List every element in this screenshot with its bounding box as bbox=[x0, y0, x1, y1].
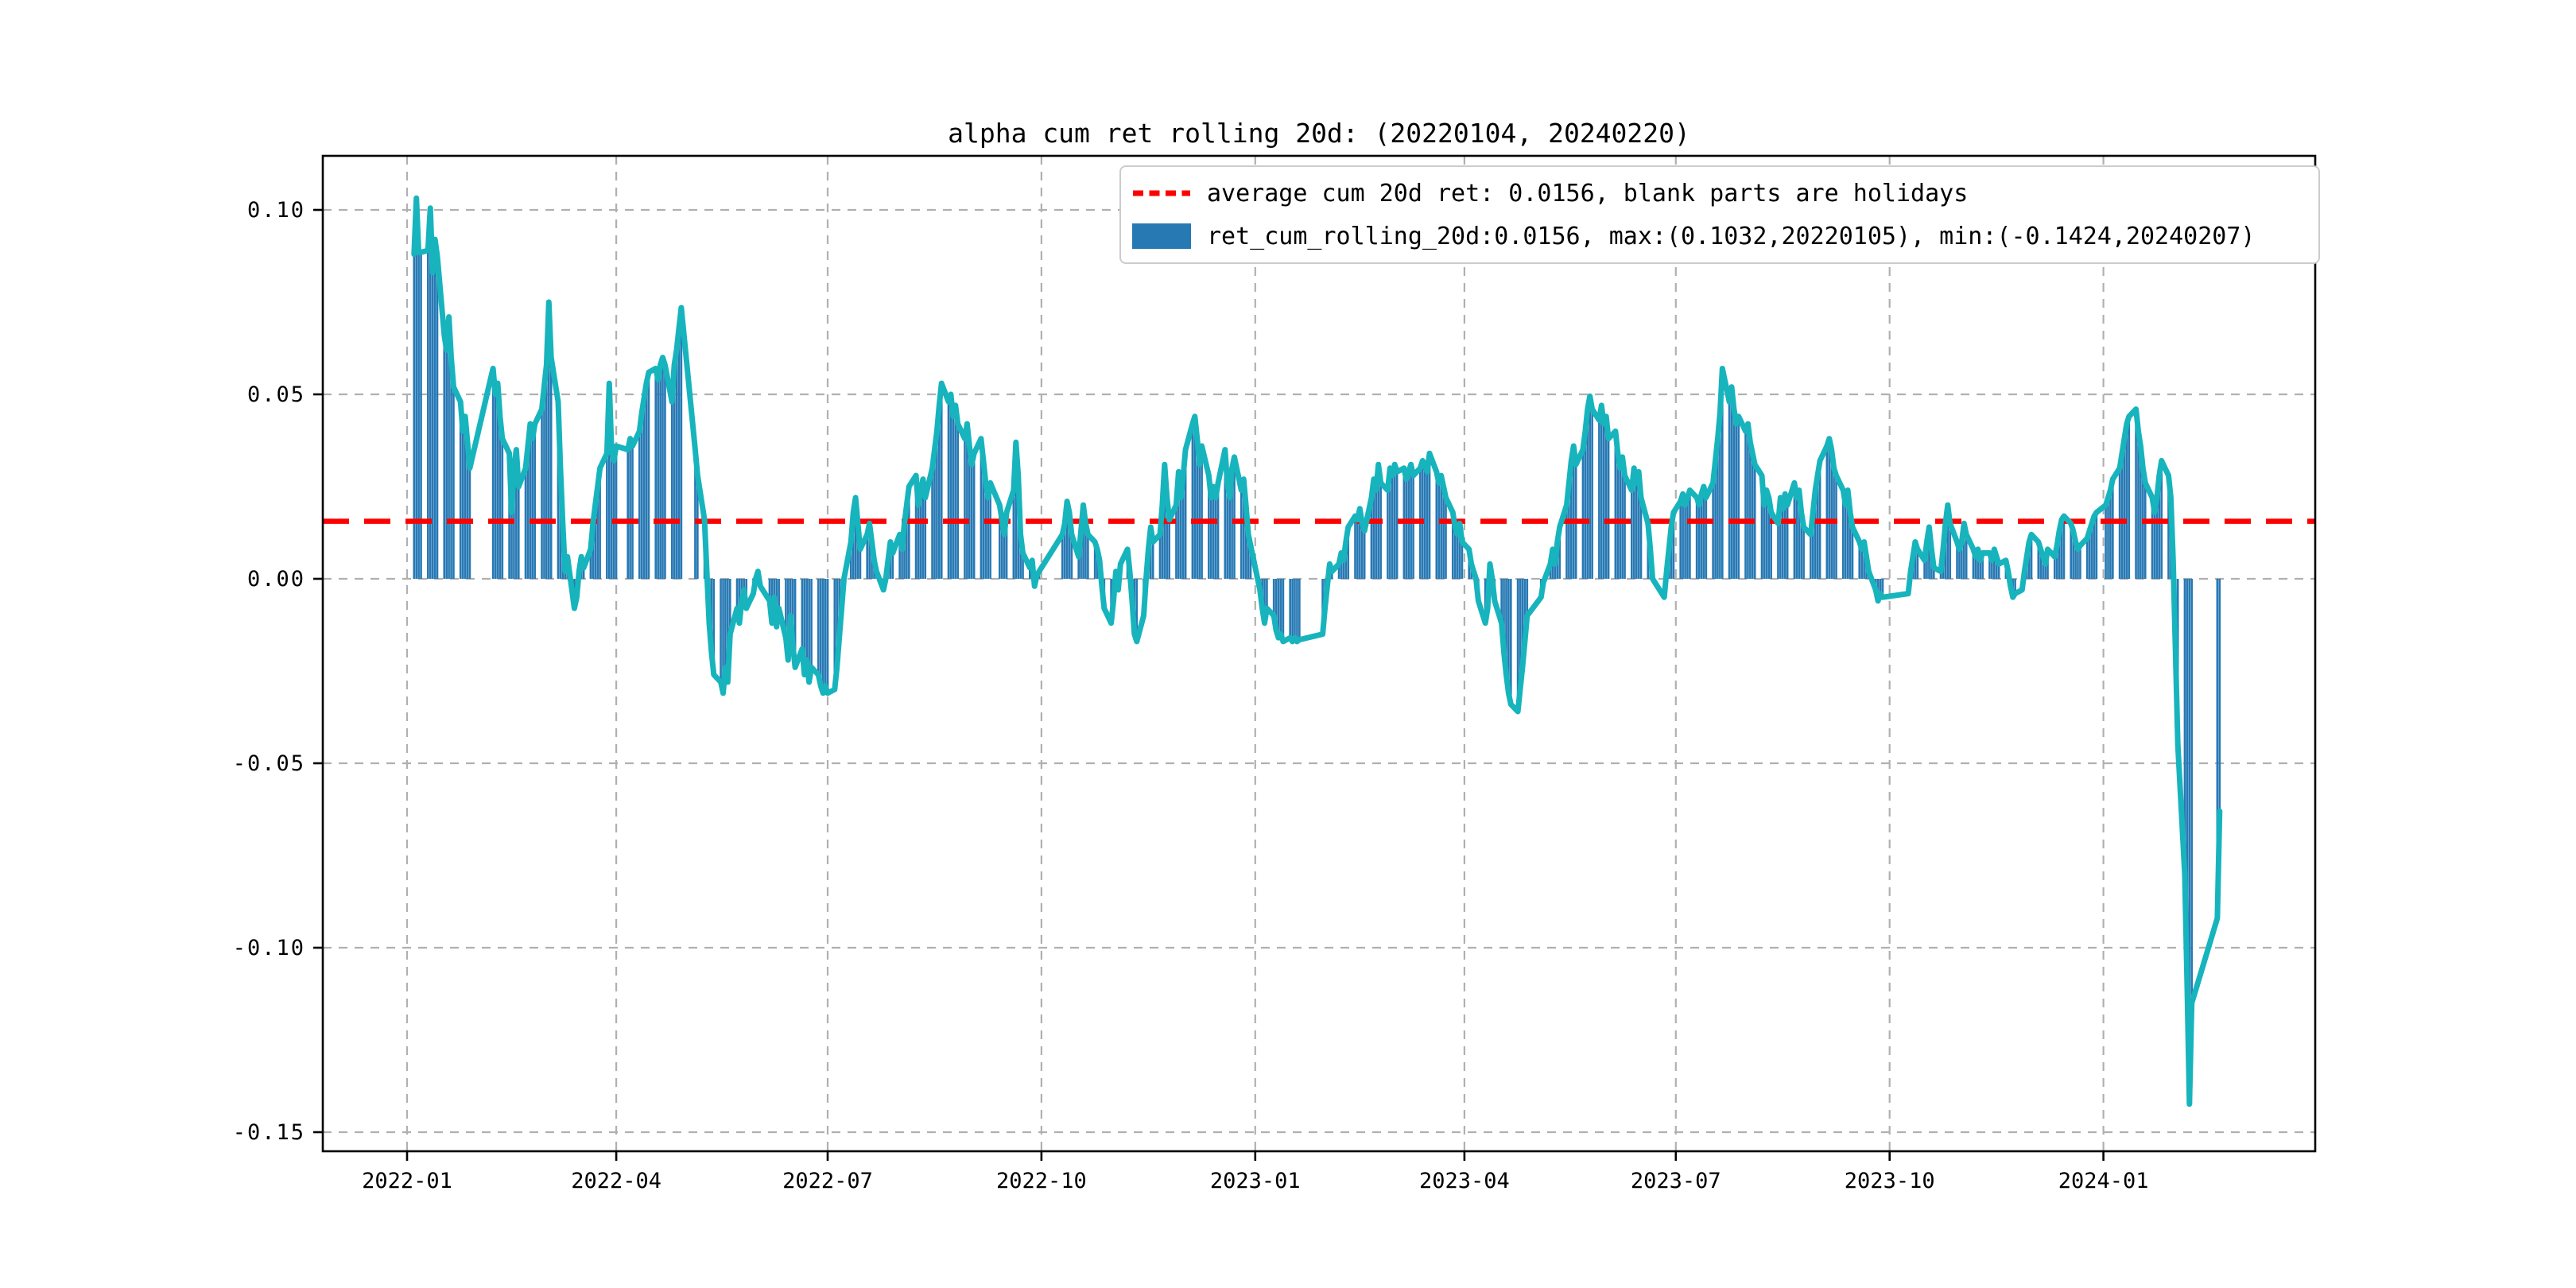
x-tick-label: 2023-10 bbox=[1845, 1169, 1935, 1193]
legend-bar-swatch-icon bbox=[1132, 223, 1191, 249]
y-tick-label: -0.15 bbox=[233, 1120, 305, 1145]
x-tick-label: 2024-01 bbox=[2058, 1169, 2149, 1193]
x-tick-label: 2022-04 bbox=[571, 1169, 661, 1193]
plot-frame bbox=[321, 154, 2317, 1153]
legend: average cum 20d ret: 0.0156, blank parts… bbox=[1119, 165, 2320, 264]
y-tick-label: -0.10 bbox=[233, 936, 305, 960]
x-tick-label: 2022-10 bbox=[996, 1169, 1087, 1193]
y-tick-label: 0.10 bbox=[247, 198, 305, 223]
x-tick-label: 2023-04 bbox=[1419, 1169, 1510, 1193]
y-tick-label: -0.05 bbox=[233, 751, 305, 776]
line-ret-cum-rolling-20d bbox=[411, 195, 2223, 1108]
chart-title: alpha cum ret rolling 20d: (20220104, 20… bbox=[948, 118, 1690, 149]
legend-row-series: ret_cum_rolling_20d:0.0156, max:(0.1032,… bbox=[1132, 219, 2307, 254]
legend-label-average: average cum 20d ret: 0.0156, blank parts… bbox=[1207, 179, 1969, 208]
x-tick-label: 2023-07 bbox=[1631, 1169, 1721, 1193]
y-tick-label: 0.00 bbox=[247, 567, 305, 592]
x-tick-label: 2023-01 bbox=[1210, 1169, 1301, 1193]
x-tick-label: 2022-01 bbox=[362, 1169, 452, 1193]
legend-dash-sample-icon bbox=[1132, 189, 1191, 197]
y-tick-label: 0.05 bbox=[247, 382, 305, 407]
x-tick-label: 2022-07 bbox=[782, 1169, 873, 1193]
legend-label-series: ret_cum_rolling_20d:0.0156, max:(0.1032,… bbox=[1207, 222, 2256, 250]
legend-row-average: average cum 20d ret: 0.0156, blank parts… bbox=[1132, 176, 2307, 211]
